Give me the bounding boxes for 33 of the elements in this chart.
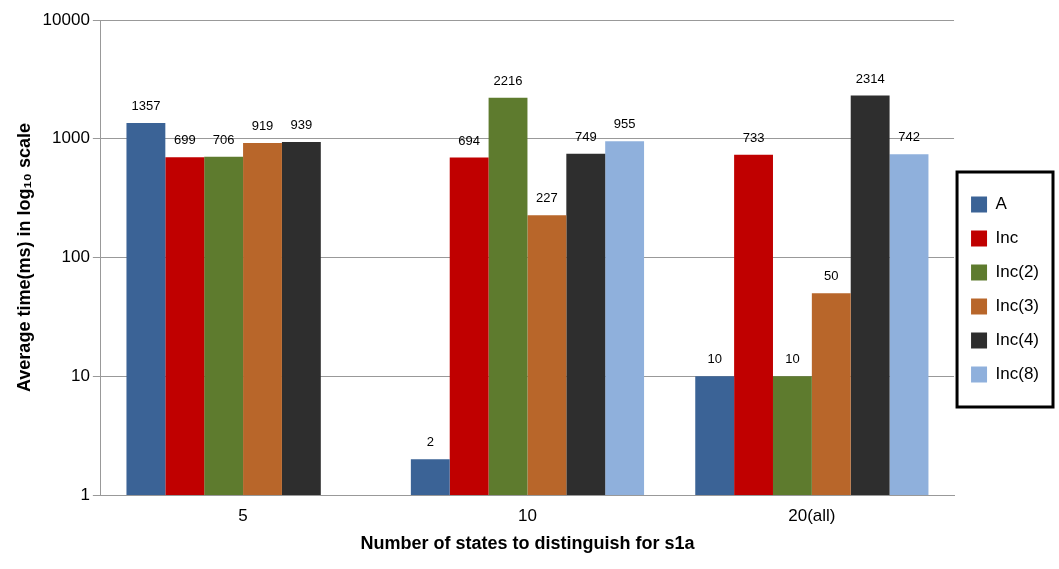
data-label: 10 xyxy=(707,351,722,367)
data-label: 1357 xyxy=(131,98,161,114)
data-label: 694 xyxy=(458,132,481,148)
x-tick-label: 20(all) xyxy=(788,505,836,525)
legend-label: Inc(3) xyxy=(995,296,1040,316)
data-label: 2216 xyxy=(493,72,523,88)
data-label: 742 xyxy=(898,129,920,145)
data-label: 10 xyxy=(785,351,800,367)
data-label: 939 xyxy=(290,117,313,133)
legend-label: Inc xyxy=(995,228,1019,248)
legend-label: Inc(2) xyxy=(995,262,1040,282)
y-tick-label: 100 xyxy=(61,247,90,267)
legend-label: Inc(8) xyxy=(995,364,1040,384)
data-label: 699 xyxy=(173,132,196,148)
legend-label: A xyxy=(995,194,1008,214)
y-tick-label: 1 xyxy=(80,484,90,504)
legend-label: Inc(4) xyxy=(995,330,1040,350)
y-tick-label: 10000 xyxy=(42,9,90,29)
y-tick-label: 10 xyxy=(70,365,90,385)
y-tick-label: 1000 xyxy=(52,128,90,148)
data-label: 733 xyxy=(742,129,765,145)
x-tick-label: 10 xyxy=(518,505,537,525)
data-label: 2 xyxy=(426,434,434,450)
data-label: 50 xyxy=(824,268,839,284)
x-axis-title: Number of states to distinguish for s1a xyxy=(360,533,696,554)
data-label: 227 xyxy=(536,190,558,206)
data-label: 955 xyxy=(613,116,636,132)
data-label: 706 xyxy=(212,131,235,147)
data-label: 2314 xyxy=(855,70,885,86)
data-label: 749 xyxy=(574,128,597,144)
x-tick-label: 5 xyxy=(238,505,248,525)
data-label: 919 xyxy=(251,118,274,134)
y-axis-title: Average time(ms) in log₁₀ scale xyxy=(13,123,34,392)
